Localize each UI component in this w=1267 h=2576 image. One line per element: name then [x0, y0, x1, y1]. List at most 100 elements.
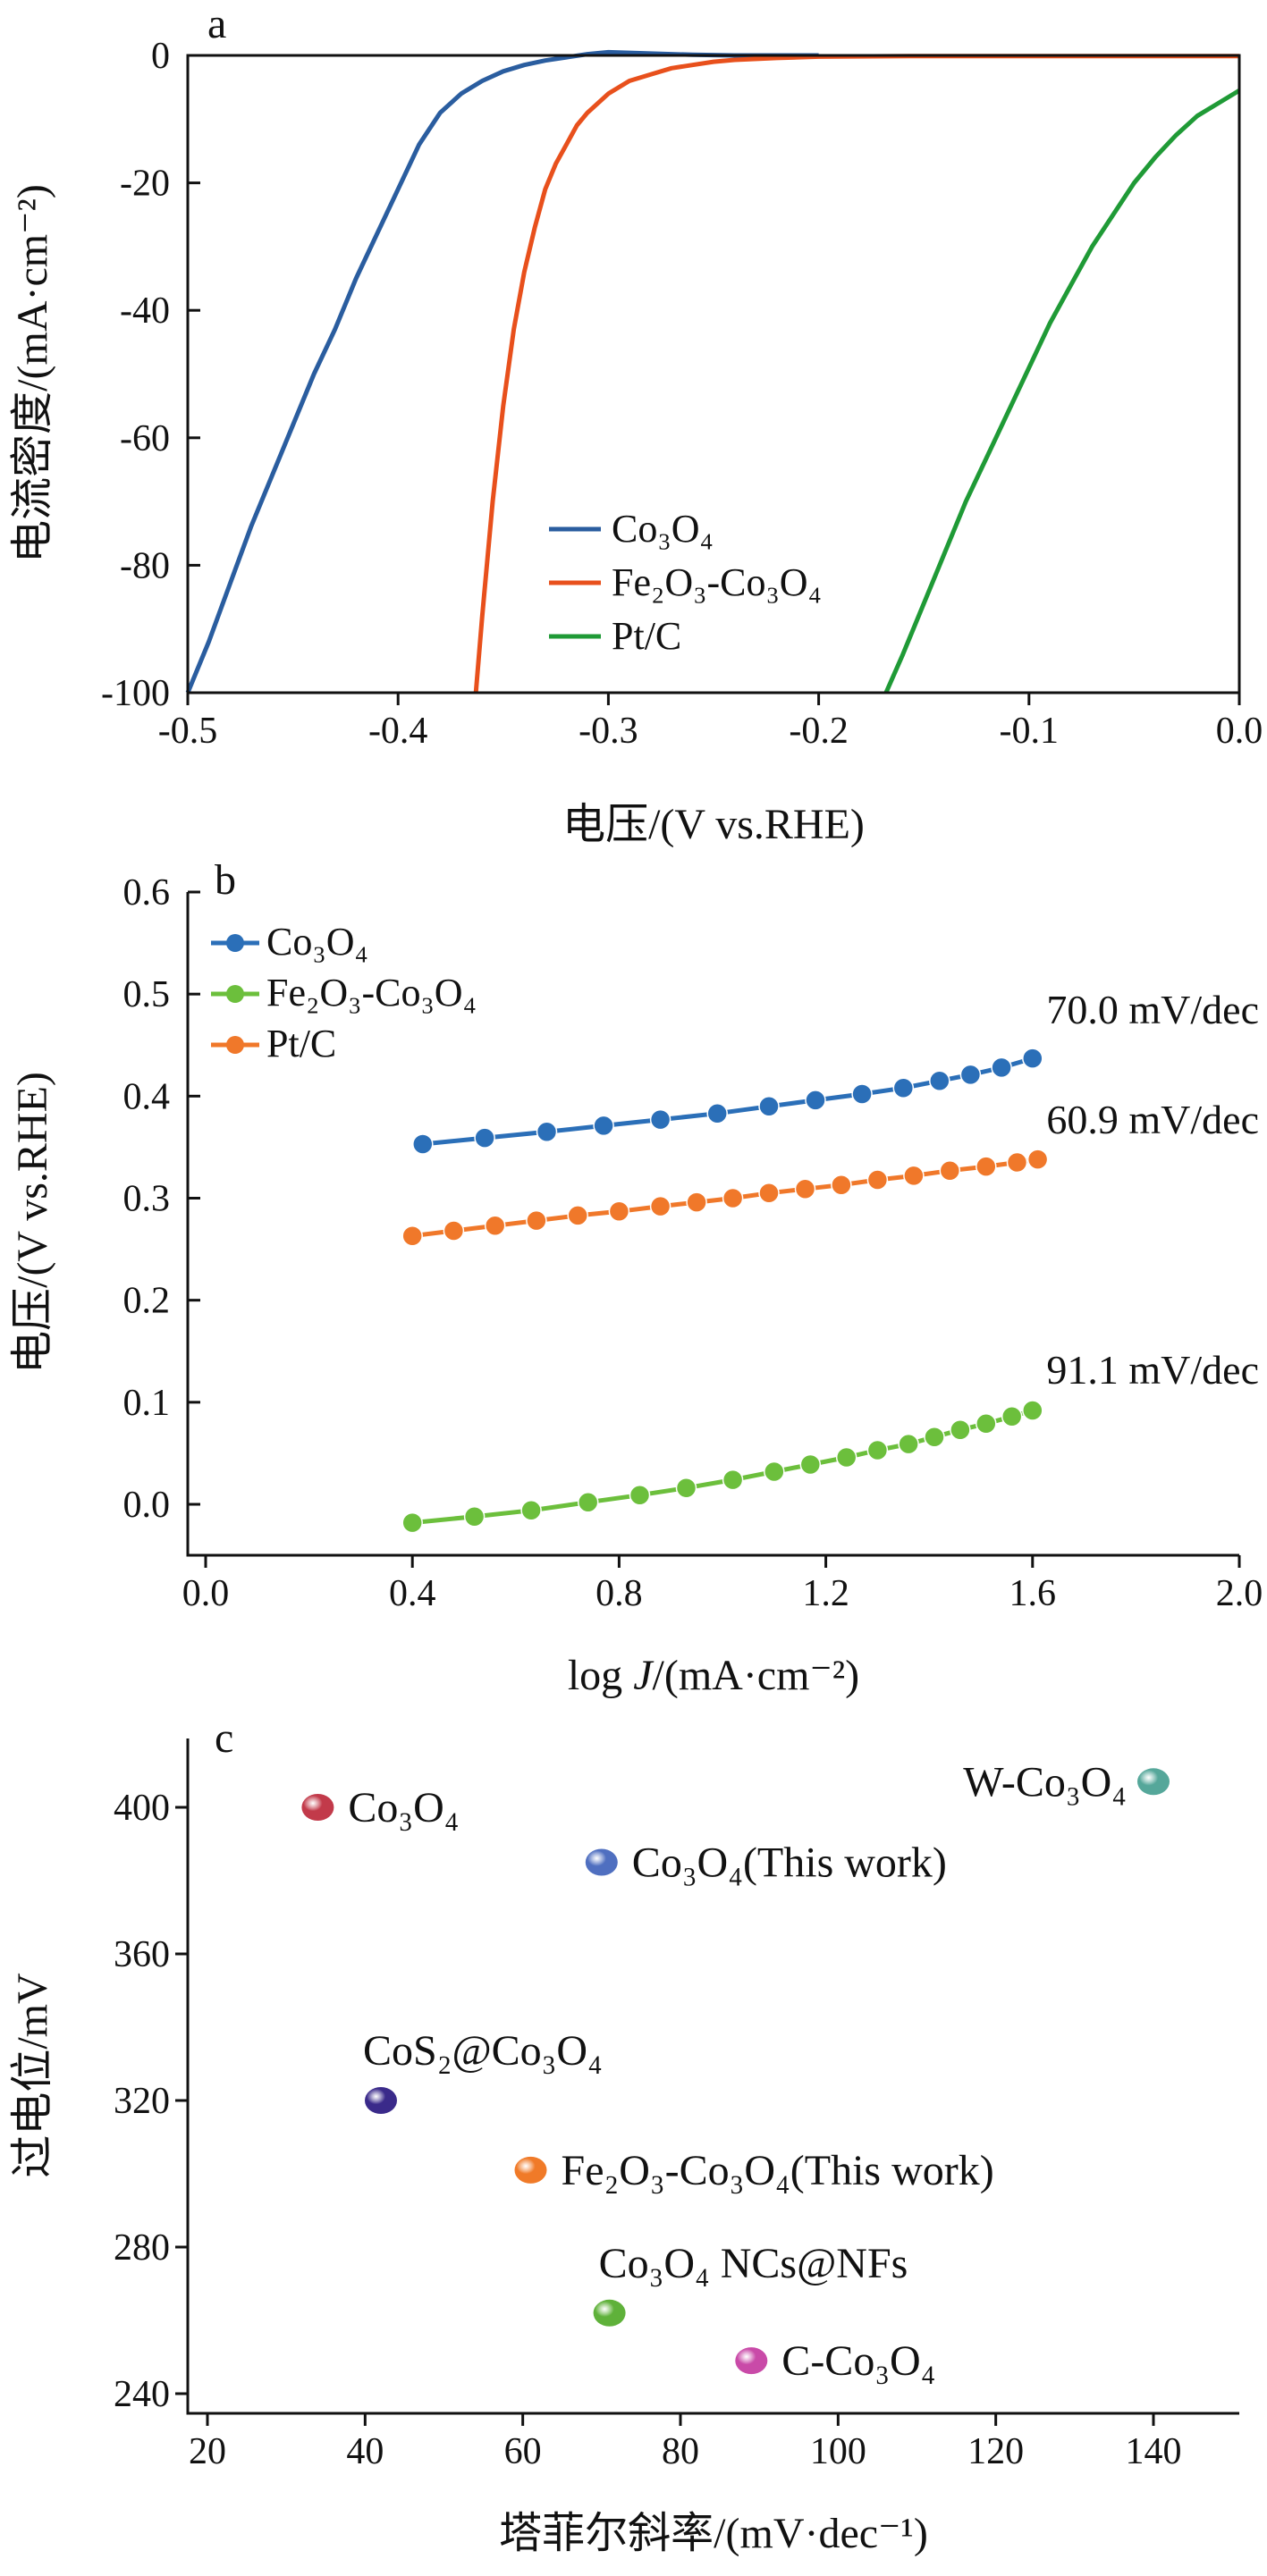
- panel-c-y-tick-label: 240: [114, 2374, 170, 2415]
- panel-a-y-tick-label: -40: [120, 290, 170, 332]
- panel-a-chart: a -0.5 -0.4 -0.3 -0.2 -0.1 0.0 0 -20 -40 -60 -80 -1…: [9, 0, 1263, 848]
- panel-b-x-tick-label: 1.2: [802, 1573, 849, 1614]
- panel-a-x-tick-label: -0.1: [1000, 711, 1060, 752]
- series-fe2o3-co3o4-point: [898, 1433, 919, 1455]
- series-ptc-point: [443, 1220, 465, 1242]
- scatter-point-label: Co₃O₄: [348, 1784, 459, 1831]
- scatter-point: [514, 2156, 547, 2184]
- series-ptc-point: [649, 1195, 672, 1217]
- series-co3o4-point: [851, 1083, 873, 1105]
- legend-label-co3o4: Co₃O₄: [266, 920, 368, 964]
- panel-c-x-tick-label: 100: [810, 2431, 866, 2472]
- panel-a-x-axis-title: 电压/(V vs.RHE): [562, 801, 865, 848]
- series-fe2o3-co3o4-point: [675, 1477, 697, 1499]
- scatter-point: [301, 1794, 334, 1821]
- series-co3o4-point: [412, 1133, 434, 1155]
- series-fe2o3-co3o4-point: [577, 1491, 599, 1513]
- panel-b-y-tick-label: 0.3: [123, 1179, 171, 1220]
- panel-b-x-tick-label: 2.0: [1216, 1573, 1263, 1614]
- panel-a-y-tick-label: -20: [120, 164, 170, 205]
- series-fe2o3-co3o4-point: [976, 1413, 997, 1435]
- legend-label-co3o4: Co₃O₄: [612, 507, 714, 551]
- series-co3o4-point: [474, 1127, 495, 1149]
- series-fe2o3-co3o4-point: [835, 1446, 857, 1469]
- panel-a-x-tick-label: -0.5: [158, 711, 218, 752]
- scatter-point-label: W-Co₃O₄: [963, 1758, 1127, 1806]
- series-fe2o3-co3o4-point: [520, 1500, 542, 1521]
- panel-a-x-tick-label: 0.0: [1216, 711, 1263, 752]
- series-ptc-point: [567, 1205, 588, 1226]
- legend-label-fe2o3-co3o4: Fe₂O₃-Co₃O₄: [266, 971, 477, 1014]
- panel-b-x-tick-label: 0.4: [389, 1573, 436, 1614]
- scatter-point-label: C-Co₃O₄: [781, 2337, 935, 2385]
- panel-c-y-axis-title: 过电位/mV: [9, 1973, 56, 2178]
- panel-a-letter: a: [207, 0, 226, 47]
- series-ptc-point: [976, 1156, 997, 1177]
- panel-b-y-axis-title: 电压/(V vs.RHE): [9, 1072, 56, 1374]
- panel-c-chart: c 20 40 60 80 100 120 140 240 280 320 360 400 Co₃O₄…: [9, 1714, 1239, 2557]
- panel-b-ticks: 0.0 0.4 0.8 1.2 1.6 2.0 0.0 0.1 0.2 0.3 0.4 0.5 0.6: [123, 872, 1263, 1614]
- series-fe2o3-co3o4-point: [722, 1469, 744, 1491]
- series-fe2o3-co3o4-point: [1001, 1406, 1023, 1427]
- series-fe2o3-co3o4-point: [924, 1426, 945, 1448]
- series-ptc-point: [939, 1159, 961, 1182]
- series-ptc-point: [484, 1215, 506, 1237]
- panel-c-y-tick-label: 280: [114, 2227, 170, 2269]
- series-ptc-point: [831, 1174, 852, 1196]
- series-ptc-point: [722, 1187, 744, 1209]
- series-co3o4-point: [991, 1056, 1012, 1079]
- panel-c-y-tick-label: 320: [114, 2081, 170, 2122]
- series-fe2o3-co3o4-point: [950, 1418, 971, 1441]
- panel-c-x-tick-label: 140: [1126, 2431, 1182, 2472]
- scatter-point: [585, 1848, 618, 1876]
- panel-b-y-tick-label: 0.4: [123, 1076, 171, 1117]
- panel-c-x-tick-label: 40: [346, 2431, 384, 2472]
- panel-c-points: Co₃O₄ Co₃O₄(This work) W-Co₃O₄ CoS₂@Co₃O₄ Fe…: [301, 1758, 1170, 2385]
- series-co3o4-point: [929, 1070, 950, 1091]
- series-co3o4-point: [706, 1102, 728, 1124]
- series-fe2o3-co3o4-point: [799, 1453, 822, 1476]
- scatter-point-label: Fe₂O₃-Co₃O₄(This work): [562, 2147, 994, 2194]
- panel-c-letter: c: [215, 1714, 233, 1762]
- series-ptc-point: [686, 1191, 707, 1213]
- series-fe2o3-co3o4-point: [401, 1511, 423, 1534]
- panel-a-x-tick-label: -0.3: [579, 711, 638, 752]
- series-fe2o3-co3o4-point: [764, 1461, 785, 1483]
- series-ptc-curve: [883, 88, 1241, 695]
- panel-c-x-axis-title: 塔菲尔斜率/(mV·dec⁻¹): [499, 2510, 928, 2557]
- series-ptc-point: [903, 1165, 925, 1187]
- panel-b-letter: b: [215, 856, 236, 904]
- series-co3o4-point: [536, 1121, 558, 1143]
- series-co3o4-curve: [185, 49, 819, 694]
- panel-c-axes: [186, 1738, 1239, 2415]
- series-co3o4-point: [593, 1115, 614, 1137]
- series-fe2o3-co3o4-point: [866, 1439, 889, 1461]
- panel-b-axes: [186, 892, 1239, 1557]
- legend-marker-ptc: [226, 1036, 244, 1054]
- panel-c-ticks: 20 40 60 80 100 120 140 240 280 320 360 400: [114, 1788, 1182, 2472]
- series-co3o4-point: [1022, 1048, 1043, 1069]
- legend-marker-fe2o3-co3o4: [226, 985, 244, 1003]
- series-fe2o3-co3o4-curve: [473, 54, 1239, 694]
- panel-a-y-axis-title: 电流密度/(mA·cm⁻²): [9, 184, 56, 563]
- panel-c-x-tick-label: 120: [967, 2431, 1024, 2472]
- panel-b-y-tick-label: 0.2: [123, 1281, 171, 1322]
- series-co3o4-point: [758, 1096, 780, 1117]
- panel-a-y-tick-label: -60: [120, 418, 170, 459]
- legend-label-ptc: Pt/C: [612, 614, 681, 658]
- slope-annotation-co3o4: 70.0 mV/dec: [1046, 987, 1259, 1032]
- series-ptc-point: [866, 1169, 889, 1191]
- slope-annotation-fe2o3-co3o4: 91.1 mV/dec: [1046, 1347, 1259, 1393]
- panel-b-x-tick-label: 0.0: [182, 1573, 230, 1614]
- scatter-point: [365, 2087, 397, 2114]
- series-fe2o3-co3o4-point: [1022, 1400, 1043, 1421]
- panel-a-y-tick-label: 0: [151, 36, 170, 77]
- series-ptc-point: [1006, 1151, 1028, 1174]
- scatter-point-label: Co₃O₄(This work): [632, 1839, 947, 1887]
- panel-b-series: [401, 1048, 1049, 1534]
- series-fe2o3-co3o4-line: [411, 1408, 1034, 1526]
- series-ptc-point: [526, 1209, 547, 1232]
- scatter-point-label: CoS₂@Co₃O₄: [363, 2027, 603, 2075]
- panel-a-frame: [186, 54, 1241, 695]
